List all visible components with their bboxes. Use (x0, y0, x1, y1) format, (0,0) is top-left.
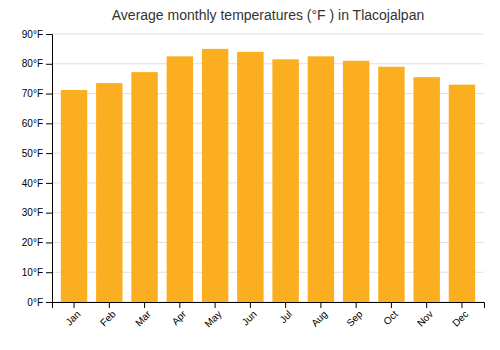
x-tick-label: Feb (98, 308, 118, 328)
x-tick: Oct (381, 302, 400, 327)
y-tick-label: 40°F (22, 178, 43, 189)
y-tick-label: 70°F (22, 88, 43, 99)
y-tick: 50°F (22, 148, 52, 159)
y-tick-label: 80°F (22, 58, 43, 69)
bar (131, 72, 157, 302)
bars (61, 49, 475, 302)
x-tick: Mar (133, 302, 153, 328)
y-tick: 10°F (22, 267, 52, 278)
y-tick: 70°F (22, 88, 52, 99)
y-axis: 0°F 10°F 20°F 30°F 40°F 50°F 60°F 70°F 80°F 90°F (22, 29, 53, 308)
y-tick: 0°F (27, 297, 52, 308)
y-tick-mark (46, 272, 52, 273)
x-tick: May (202, 302, 223, 330)
y-tick: 20°F (22, 237, 52, 248)
x-tick-mark (215, 302, 216, 308)
x-tick-label: Jul (277, 308, 294, 325)
x-tick-label: Dec (450, 308, 470, 328)
x-tick: Sep (344, 302, 365, 329)
y-tick-mark (46, 34, 52, 35)
y-tick: 40°F (22, 178, 52, 189)
title: Average monthly temperatures (°F ) in Tl… (112, 7, 424, 23)
y-tick-mark (46, 123, 52, 124)
x-tick-mark (250, 302, 251, 308)
x-tick-mark (285, 302, 286, 308)
chart: 0°F 10°F 20°F 30°F 40°F 50°F 60°F 70°F 80°F 90°F J… (0, 0, 500, 350)
bar (167, 56, 193, 302)
x-tick: Dec (450, 302, 470, 329)
bar (96, 83, 122, 302)
y-axis-line (46, 35, 53, 303)
x-tick: Aug (309, 302, 329, 329)
x-tick: Jun (240, 302, 259, 328)
y-tick-mark (46, 302, 52, 303)
y-tick-label: 60°F (22, 118, 43, 129)
bar (237, 52, 263, 302)
bar (272, 59, 298, 302)
x-tick-label: May (202, 308, 223, 329)
y-tick-mark (46, 183, 52, 184)
x-tick-mark (109, 302, 110, 308)
bar (343, 61, 369, 302)
x-tick-mark (391, 302, 392, 308)
y-tick: 60°F (22, 118, 52, 129)
y-tick-mark (46, 64, 52, 65)
x-tick-mark (426, 302, 427, 308)
x-tick-mark (461, 302, 462, 308)
x-tick-mark (320, 302, 321, 308)
y-tick: 90°F (22, 29, 52, 40)
x-tick-label: Apr (170, 308, 189, 327)
bar (449, 85, 475, 302)
x-tick-mark (356, 302, 357, 308)
bar (202, 49, 228, 302)
y-tick-mark (46, 242, 52, 243)
bar (413, 77, 439, 302)
x-tick-mark (144, 302, 145, 308)
x-axis: Jan Feb Mar Apr May Jun Jul Aug Sep Oct Nov Dec (53, 302, 485, 330)
y-tick: 30°F (22, 207, 52, 218)
x-tick-mark (74, 302, 75, 308)
x-tick-label: Sep (344, 308, 365, 329)
x-tick: Jul (277, 302, 294, 325)
y-tick-mark (46, 94, 52, 95)
y-tick: 80°F (22, 58, 52, 69)
x-tick: Apr (170, 302, 189, 327)
y-tick-label: 10°F (22, 267, 43, 278)
grid-line (52, 34, 484, 35)
plot: 0°F 10°F 20°F 30°F 40°F 50°F 60°F 70°F 80°F 90°F J… (22, 29, 485, 330)
x-axis-line (53, 303, 485, 309)
grid-line (52, 63, 484, 64)
y-tick-label: 20°F (22, 237, 43, 248)
bar (308, 56, 334, 302)
x-tick-label: Oct (381, 308, 400, 327)
x-tick-label: Jun (240, 308, 259, 327)
x-tick: Feb (98, 302, 118, 328)
y-tick-mark (46, 153, 52, 154)
x-tick-mark (179, 302, 180, 308)
x-tick-label: Jan (63, 308, 82, 327)
y-tick-label: 90°F (22, 29, 43, 40)
y-tick-label: 0°F (27, 297, 43, 308)
x-tick-label: Nov (415, 308, 435, 328)
x-tick: Nov (415, 302, 435, 329)
grid (52, 34, 484, 302)
bar (61, 90, 87, 302)
y-tick-label: 50°F (22, 148, 43, 159)
y-tick-label: 30°F (22, 207, 43, 218)
bar (378, 67, 404, 302)
x-tick: Jan (63, 302, 82, 328)
x-tick-label: Aug (309, 308, 329, 328)
y-tick-mark (46, 213, 52, 214)
x-tick-label: Mar (133, 308, 153, 328)
